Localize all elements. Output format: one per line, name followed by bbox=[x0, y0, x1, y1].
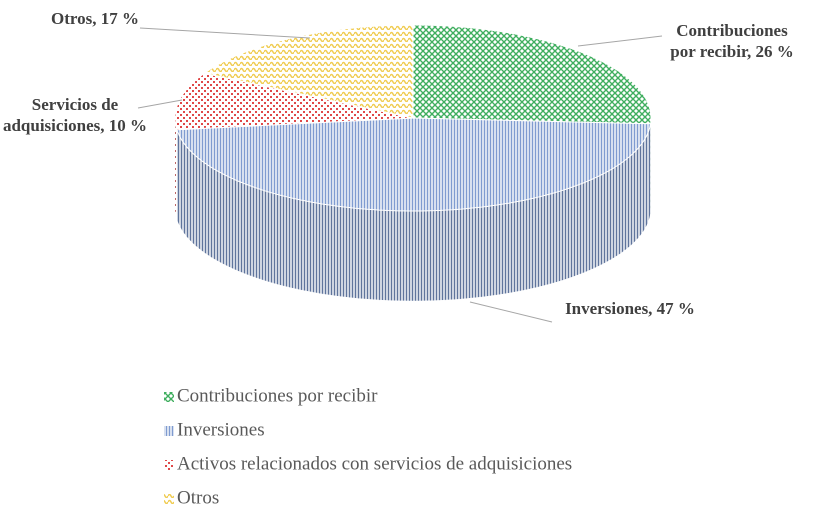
leader-line bbox=[469, 301, 553, 323]
pie-slice bbox=[412, 24, 652, 125]
leader-line bbox=[577, 35, 663, 47]
legend-label: Inversiones bbox=[177, 419, 265, 440]
leader-line bbox=[137, 99, 183, 109]
leader-line bbox=[139, 27, 311, 39]
legend-label: Contribuciones por recibir bbox=[177, 385, 378, 406]
legend-label: Activos relacionados con servicios de ad… bbox=[177, 453, 572, 474]
pie-slice bbox=[176, 117, 652, 212]
legend-swatch bbox=[164, 460, 174, 470]
data-label: Contribuciones por recibir, 26 % bbox=[670, 21, 794, 61]
legend-swatch bbox=[164, 426, 174, 436]
legend-swatch bbox=[164, 392, 174, 402]
data-label: Inversiones, 47 % bbox=[565, 299, 695, 318]
data-label: Otros, 17 % bbox=[51, 9, 139, 28]
legend-label: Otros bbox=[177, 487, 219, 505]
pie-slice-side bbox=[174, 118, 178, 220]
pie-slice bbox=[203, 24, 414, 119]
legend-swatch bbox=[164, 494, 174, 504]
data-label: Servicios de adquisiciones, 10 % bbox=[2, 95, 148, 135]
